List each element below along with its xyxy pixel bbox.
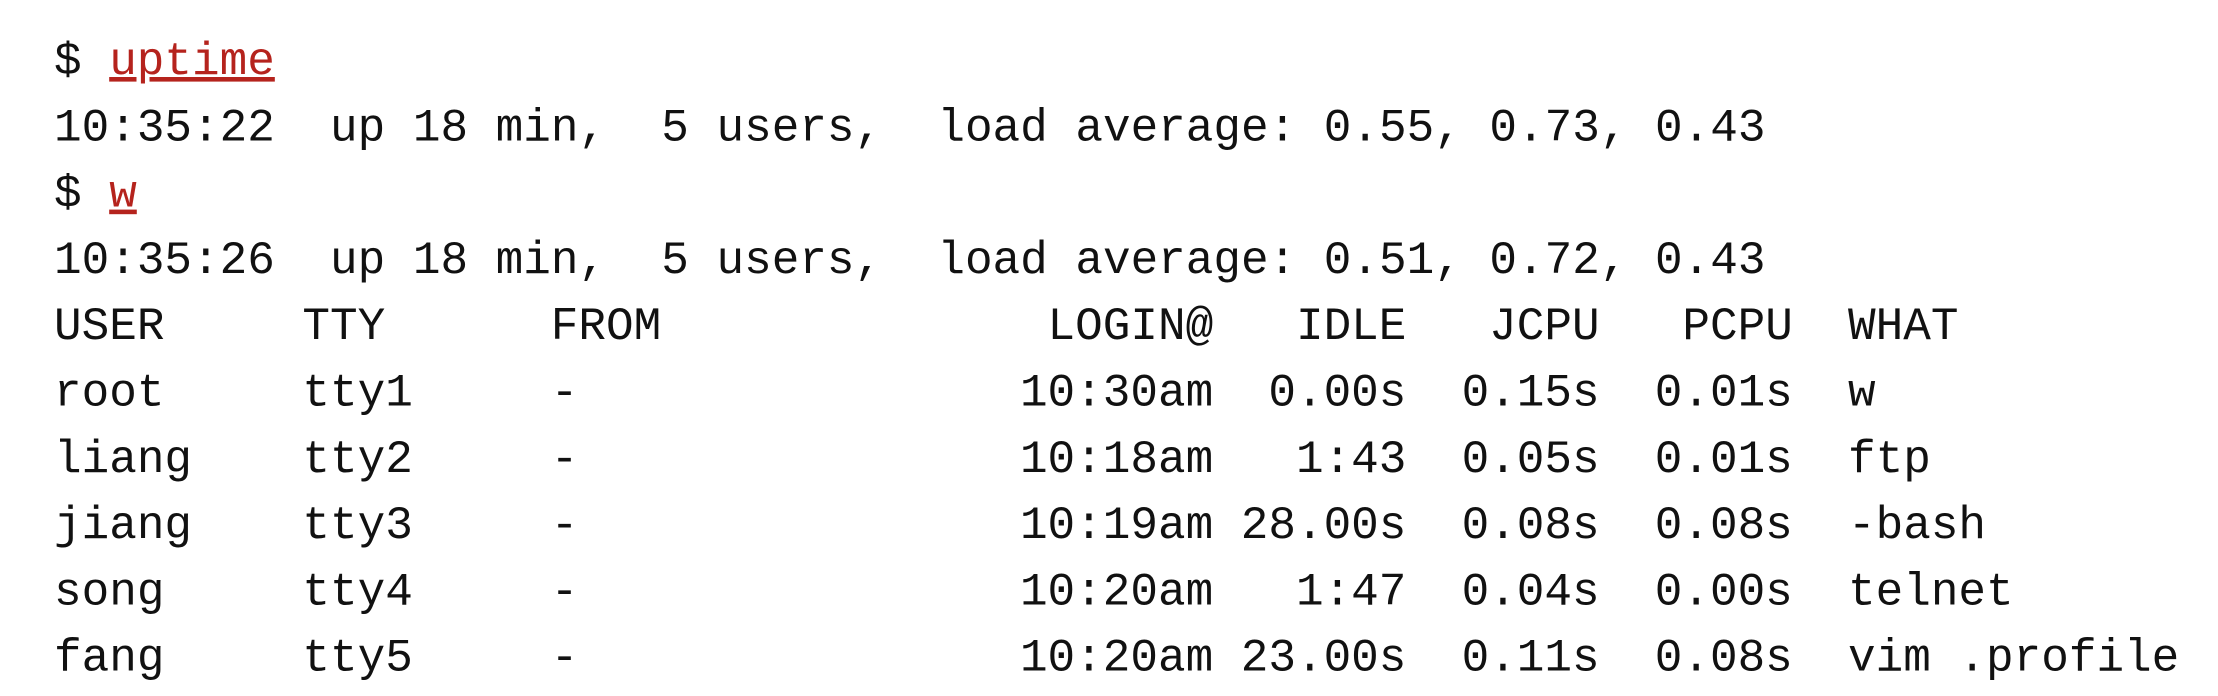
- table-cell: 0.08s: [1655, 500, 1793, 552]
- table-cell: -: [551, 566, 579, 618]
- prompt: $: [54, 169, 82, 221]
- table-cell: telnet: [1848, 566, 2014, 618]
- table-cell: tty2: [302, 434, 412, 486]
- table-cell: 28.00s: [1241, 500, 1407, 552]
- column-header: IDLE: [1296, 301, 1406, 353]
- table-cell: 10:19am: [1020, 500, 1213, 552]
- table-cell: 0.01s: [1655, 368, 1793, 420]
- table-cell: 1:47: [1296, 566, 1406, 618]
- table-cell: 0.08s: [1655, 633, 1793, 685]
- table-cell: ftp: [1848, 434, 1931, 486]
- table-cell: -bash: [1848, 500, 1986, 552]
- table-cell: 10:20am: [1020, 633, 1213, 685]
- table-cell: 1:43: [1296, 434, 1406, 486]
- table-cell: tty1: [302, 368, 412, 420]
- table-cell: jiang: [54, 500, 192, 552]
- table-cell: 23.00s: [1241, 633, 1407, 685]
- table-cell: 10:18am: [1020, 434, 1213, 486]
- table-cell: 0.08s: [1462, 500, 1600, 552]
- table-cell: 0.04s: [1462, 566, 1600, 618]
- column-header: FROM: [551, 301, 661, 353]
- table-cell: -: [551, 500, 579, 552]
- table-cell: tty3: [302, 500, 412, 552]
- command: uptime: [109, 36, 275, 88]
- output-line: 10:35:26 up 18 min, 5 users, load averag…: [54, 235, 1765, 287]
- column-header: USER: [54, 301, 164, 353]
- column-header: LOGIN@: [1048, 301, 1214, 353]
- table-cell: liang: [54, 434, 192, 486]
- table-cell: 0.00s: [1268, 368, 1406, 420]
- table-cell: tty4: [302, 566, 412, 618]
- table-cell: -: [551, 434, 579, 486]
- table-cell: 0.05s: [1462, 434, 1600, 486]
- table-cell: 0.01s: [1655, 434, 1793, 486]
- column-header: WHAT: [1848, 301, 1958, 353]
- column-header: JCPU: [1489, 301, 1599, 353]
- table-cell: 0.11s: [1462, 633, 1600, 685]
- table-cell: 0.15s: [1462, 368, 1600, 420]
- column-header: PCPU: [1682, 301, 1792, 353]
- table-cell: 10:30am: [1020, 368, 1213, 420]
- table-cell: 0.00s: [1655, 566, 1793, 618]
- table-cell: 10:20am: [1020, 566, 1213, 618]
- table-cell: song: [54, 566, 164, 618]
- command: w: [109, 169, 137, 221]
- column-header: TTY: [302, 301, 385, 353]
- table-cell: -: [551, 368, 579, 420]
- table-cell: root: [54, 368, 164, 420]
- prompt: $: [54, 36, 82, 88]
- table-cell: tty5: [302, 633, 412, 685]
- table-cell: fang: [54, 633, 164, 685]
- table-cell: w: [1848, 368, 1876, 420]
- output-line: 10:35:22 up 18 min, 5 users, load averag…: [54, 102, 1765, 154]
- table-cell: vim .profile: [1848, 633, 2179, 685]
- table-cell: -: [551, 633, 579, 685]
